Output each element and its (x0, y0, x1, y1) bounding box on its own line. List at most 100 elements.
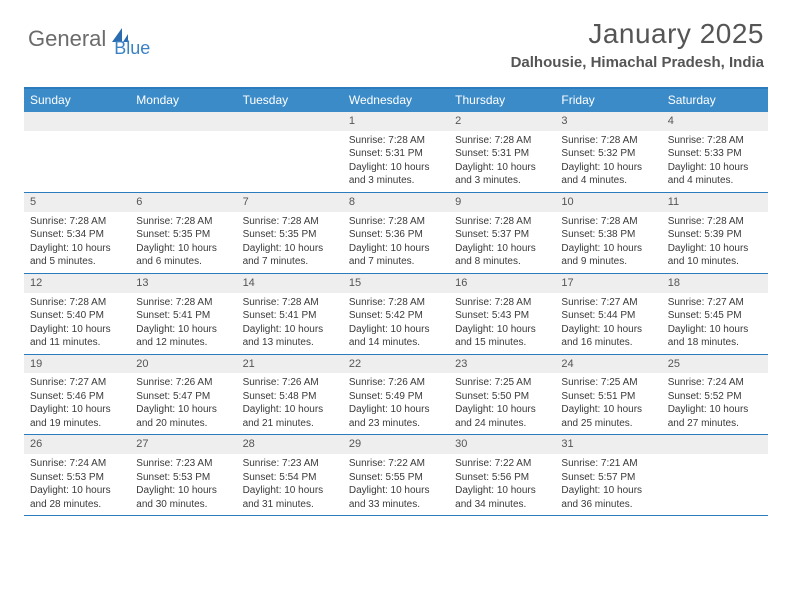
calendar-cell: 23Sunrise: 7:25 AMSunset: 5:50 PMDayligh… (449, 355, 555, 435)
daylight-line: Daylight: 10 hours and 24 minutes. (455, 403, 551, 430)
sunset-line: Sunset: 5:52 PM (668, 390, 764, 404)
cell-body: Sunrise: 7:27 AMSunset: 5:45 PMDaylight:… (662, 293, 768, 354)
sunset-line: Sunset: 5:43 PM (455, 309, 551, 323)
cell-body: Sunrise: 7:28 AMSunset: 5:33 PMDaylight:… (662, 131, 768, 192)
sunset-line: Sunset: 5:46 PM (30, 390, 126, 404)
cell-body: Sunrise: 7:28 AMSunset: 5:35 PMDaylight:… (237, 212, 343, 273)
sunset-line: Sunset: 5:47 PM (136, 390, 232, 404)
day-header: Tuesday (237, 89, 343, 112)
day-number: 31 (555, 435, 661, 454)
day-number: 21 (237, 355, 343, 374)
daylight-line: Daylight: 10 hours and 7 minutes. (349, 242, 445, 269)
calendar-cell: 17Sunrise: 7:27 AMSunset: 5:44 PMDayligh… (555, 274, 661, 354)
sunset-line: Sunset: 5:57 PM (561, 471, 657, 485)
daylight-line: Daylight: 10 hours and 9 minutes. (561, 242, 657, 269)
sunrise-line: Sunrise: 7:27 AM (668, 296, 764, 310)
day-header: Friday (555, 89, 661, 112)
cell-body: Sunrise: 7:28 AMSunset: 5:41 PMDaylight:… (237, 293, 343, 354)
day-number-empty (237, 112, 343, 131)
cell-body: Sunrise: 7:28 AMSunset: 5:35 PMDaylight:… (130, 212, 236, 273)
cell-body: Sunrise: 7:23 AMSunset: 5:54 PMDaylight:… (237, 454, 343, 515)
day-number: 19 (24, 355, 130, 374)
day-number: 3 (555, 112, 661, 131)
weeks-container: 1Sunrise: 7:28 AMSunset: 5:31 PMDaylight… (24, 112, 768, 516)
calendar-cell: 10Sunrise: 7:28 AMSunset: 5:38 PMDayligh… (555, 193, 661, 273)
daylight-line: Daylight: 10 hours and 10 minutes. (668, 242, 764, 269)
calendar-cell: 24Sunrise: 7:25 AMSunset: 5:51 PMDayligh… (555, 355, 661, 435)
cell-body: Sunrise: 7:24 AMSunset: 5:53 PMDaylight:… (24, 454, 130, 515)
cell-body: Sunrise: 7:28 AMSunset: 5:39 PMDaylight:… (662, 212, 768, 273)
week-row: 5Sunrise: 7:28 AMSunset: 5:34 PMDaylight… (24, 193, 768, 274)
sunset-line: Sunset: 5:35 PM (243, 228, 339, 242)
sunrise-line: Sunrise: 7:28 AM (561, 134, 657, 148)
daylight-line: Daylight: 10 hours and 16 minutes. (561, 323, 657, 350)
cell-body: Sunrise: 7:28 AMSunset: 5:31 PMDaylight:… (449, 131, 555, 192)
sunrise-line: Sunrise: 7:25 AM (561, 376, 657, 390)
daylight-line: Daylight: 10 hours and 21 minutes. (243, 403, 339, 430)
sunset-line: Sunset: 5:56 PM (455, 471, 551, 485)
daylight-line: Daylight: 10 hours and 20 minutes. (136, 403, 232, 430)
day-header: Thursday (449, 89, 555, 112)
sunset-line: Sunset: 5:48 PM (243, 390, 339, 404)
sunset-line: Sunset: 5:36 PM (349, 228, 445, 242)
calendar-cell: 15Sunrise: 7:28 AMSunset: 5:42 PMDayligh… (343, 274, 449, 354)
sunrise-line: Sunrise: 7:28 AM (349, 215, 445, 229)
calendar-cell: 11Sunrise: 7:28 AMSunset: 5:39 PMDayligh… (662, 193, 768, 273)
day-number: 17 (555, 274, 661, 293)
day-number: 15 (343, 274, 449, 293)
calendar-cell: 7Sunrise: 7:28 AMSunset: 5:35 PMDaylight… (237, 193, 343, 273)
day-number: 6 (130, 193, 236, 212)
month-title: January 2025 (511, 18, 764, 50)
calendar-cell (24, 112, 130, 192)
sunset-line: Sunset: 5:38 PM (561, 228, 657, 242)
day-number: 29 (343, 435, 449, 454)
daylight-line: Daylight: 10 hours and 14 minutes. (349, 323, 445, 350)
sunset-line: Sunset: 5:31 PM (349, 147, 445, 161)
cell-body: Sunrise: 7:28 AMSunset: 5:37 PMDaylight:… (449, 212, 555, 273)
day-number: 24 (555, 355, 661, 374)
day-number-empty (130, 112, 236, 131)
day-number: 16 (449, 274, 555, 293)
cell-body: Sunrise: 7:22 AMSunset: 5:56 PMDaylight:… (449, 454, 555, 515)
location: Dalhousie, Himachal Pradesh, India (511, 54, 764, 71)
cell-body: Sunrise: 7:28 AMSunset: 5:32 PMDaylight:… (555, 131, 661, 192)
daylight-line: Daylight: 10 hours and 7 minutes. (243, 242, 339, 269)
day-header: Sunday (24, 89, 130, 112)
daylight-line: Daylight: 10 hours and 33 minutes. (349, 484, 445, 511)
sunrise-line: Sunrise: 7:27 AM (561, 296, 657, 310)
day-number: 18 (662, 274, 768, 293)
cell-body: Sunrise: 7:28 AMSunset: 5:40 PMDaylight:… (24, 293, 130, 354)
day-number: 23 (449, 355, 555, 374)
sunrise-line: Sunrise: 7:28 AM (455, 296, 551, 310)
sunset-line: Sunset: 5:49 PM (349, 390, 445, 404)
sunrise-line: Sunrise: 7:27 AM (30, 376, 126, 390)
day-number: 1 (343, 112, 449, 131)
sunset-line: Sunset: 5:51 PM (561, 390, 657, 404)
calendar-cell: 29Sunrise: 7:22 AMSunset: 5:55 PMDayligh… (343, 435, 449, 515)
sunset-line: Sunset: 5:39 PM (668, 228, 764, 242)
daylight-line: Daylight: 10 hours and 5 minutes. (30, 242, 126, 269)
day-number: 28 (237, 435, 343, 454)
day-number: 30 (449, 435, 555, 454)
daylight-line: Daylight: 10 hours and 30 minutes. (136, 484, 232, 511)
daylight-line: Daylight: 10 hours and 23 minutes. (349, 403, 445, 430)
sunset-line: Sunset: 5:45 PM (668, 309, 764, 323)
week-row: 12Sunrise: 7:28 AMSunset: 5:40 PMDayligh… (24, 274, 768, 355)
calendar-cell: 1Sunrise: 7:28 AMSunset: 5:31 PMDaylight… (343, 112, 449, 192)
sunset-line: Sunset: 5:35 PM (136, 228, 232, 242)
daylight-line: Daylight: 10 hours and 12 minutes. (136, 323, 232, 350)
logo-text-general: General (28, 26, 106, 52)
daylight-line: Daylight: 10 hours and 18 minutes. (668, 323, 764, 350)
sunset-line: Sunset: 5:32 PM (561, 147, 657, 161)
calendar-cell: 30Sunrise: 7:22 AMSunset: 5:56 PMDayligh… (449, 435, 555, 515)
calendar: Sunday Monday Tuesday Wednesday Thursday… (24, 87, 768, 516)
calendar-cell: 5Sunrise: 7:28 AMSunset: 5:34 PMDaylight… (24, 193, 130, 273)
sunrise-line: Sunrise: 7:23 AM (136, 457, 232, 471)
calendar-cell: 13Sunrise: 7:28 AMSunset: 5:41 PMDayligh… (130, 274, 236, 354)
day-number: 20 (130, 355, 236, 374)
sunrise-line: Sunrise: 7:28 AM (349, 134, 445, 148)
week-row: 26Sunrise: 7:24 AMSunset: 5:53 PMDayligh… (24, 435, 768, 516)
day-number: 12 (24, 274, 130, 293)
sunrise-line: Sunrise: 7:26 AM (243, 376, 339, 390)
sunrise-line: Sunrise: 7:26 AM (349, 376, 445, 390)
